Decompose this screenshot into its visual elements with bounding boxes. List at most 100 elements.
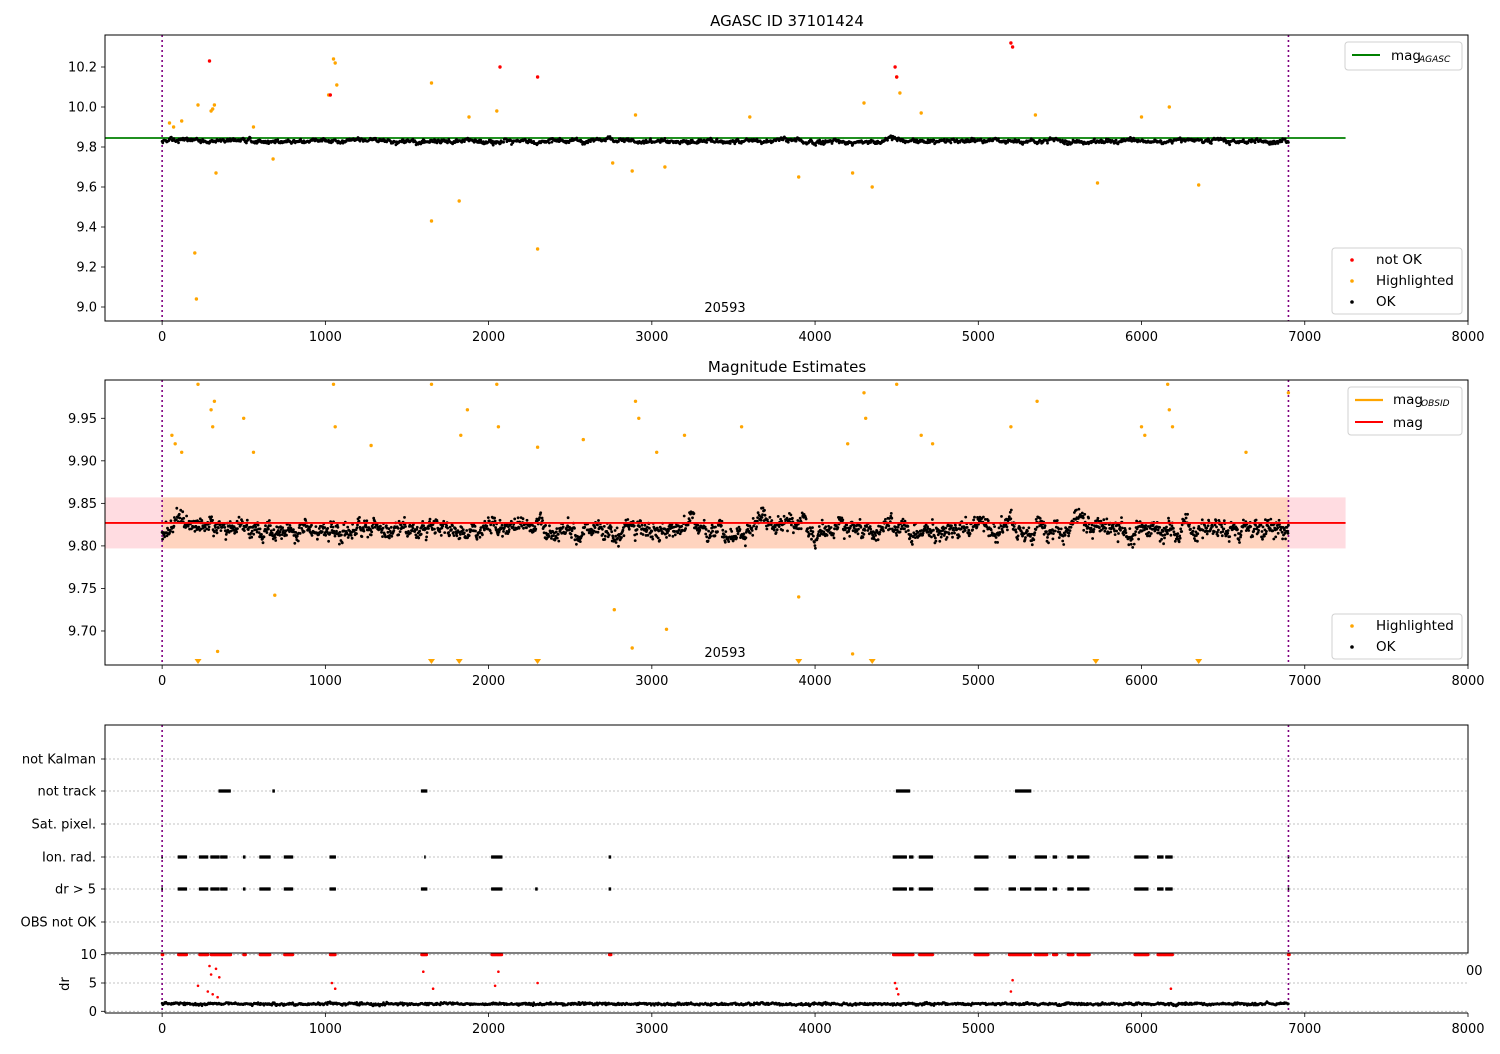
panel-mag-estimates: Magnitude Estimates 9.709.759.809.859.90… bbox=[68, 358, 1485, 689]
ok-point bbox=[341, 542, 344, 545]
ok-point bbox=[459, 533, 462, 536]
ok-point bbox=[555, 527, 558, 530]
ok-point bbox=[647, 534, 650, 537]
ok-point bbox=[1254, 141, 1257, 144]
ok-point bbox=[570, 533, 573, 536]
flag-mark bbox=[931, 855, 933, 858]
clipped-low-marker bbox=[428, 659, 435, 664]
ok-point bbox=[1189, 528, 1192, 531]
ok-point bbox=[805, 518, 808, 521]
ok-point bbox=[463, 532, 466, 535]
ok-point bbox=[403, 516, 406, 519]
ok-point bbox=[562, 526, 565, 529]
ok-point bbox=[1240, 530, 1243, 533]
ok-point bbox=[1057, 527, 1060, 530]
y-tick-label: 9.2 bbox=[76, 261, 97, 276]
flag-mark bbox=[273, 789, 275, 792]
ok-point bbox=[814, 144, 817, 147]
ok-point bbox=[648, 527, 651, 530]
ok-point bbox=[502, 530, 505, 533]
ok-point bbox=[492, 524, 495, 527]
flag-mark bbox=[909, 789, 911, 792]
highlighted-point bbox=[1168, 408, 1171, 411]
ok-point bbox=[298, 526, 301, 529]
ok-point bbox=[462, 528, 465, 531]
ok-point bbox=[251, 530, 254, 533]
flag-mark bbox=[1088, 887, 1090, 890]
ok-point bbox=[327, 540, 330, 543]
ok-point bbox=[425, 539, 428, 542]
ok-point bbox=[361, 535, 364, 538]
ok-point bbox=[644, 524, 647, 527]
flag-mark bbox=[244, 855, 246, 858]
highlighted-point bbox=[1287, 391, 1290, 394]
ok-point bbox=[610, 530, 613, 533]
ok-point bbox=[775, 531, 778, 534]
ok-point bbox=[518, 527, 521, 530]
ok-point bbox=[520, 525, 523, 528]
ok-point bbox=[326, 527, 329, 530]
ok-point bbox=[257, 524, 260, 527]
ok-point bbox=[1172, 527, 1175, 530]
ok-point bbox=[833, 537, 836, 540]
ok-point bbox=[693, 512, 696, 515]
ok-point bbox=[264, 524, 267, 527]
ok-point bbox=[280, 537, 283, 540]
ok-point bbox=[1009, 517, 1012, 520]
ok-point bbox=[573, 527, 576, 530]
ok-point bbox=[1103, 530, 1106, 533]
highlighted-point bbox=[846, 442, 849, 445]
flag-category-label: not track bbox=[37, 785, 96, 800]
ok-point bbox=[1213, 530, 1216, 533]
highlighted-point bbox=[170, 434, 173, 437]
ok-point bbox=[238, 516, 241, 519]
ok-point bbox=[567, 516, 570, 519]
highlighted-point bbox=[536, 247, 539, 250]
ok-point bbox=[583, 526, 586, 529]
ok-point bbox=[622, 529, 625, 532]
ok-point bbox=[1167, 517, 1170, 520]
ok-point bbox=[388, 527, 391, 530]
highlighted-point bbox=[334, 61, 337, 64]
ok-point bbox=[1274, 536, 1277, 539]
ok-point bbox=[182, 517, 185, 520]
ok-point bbox=[214, 526, 217, 529]
ok-point bbox=[479, 536, 482, 539]
legend2-ok-marker bbox=[1350, 645, 1354, 649]
ok-point bbox=[220, 529, 223, 532]
ok-point bbox=[1279, 529, 1282, 532]
ok-point bbox=[787, 141, 790, 144]
ok-point bbox=[704, 526, 707, 529]
ok-point bbox=[534, 528, 537, 531]
ok-point bbox=[614, 529, 617, 532]
highlighted-point bbox=[611, 161, 614, 164]
ok-point bbox=[934, 537, 937, 540]
ok-point bbox=[790, 514, 793, 517]
ok-point bbox=[967, 529, 970, 532]
flag-mark bbox=[334, 855, 336, 858]
flag-mark bbox=[987, 855, 989, 858]
y-tick-label: 9.95 bbox=[68, 412, 97, 427]
highlighted-point bbox=[655, 451, 658, 454]
ok-point bbox=[448, 534, 451, 537]
ok-point bbox=[1166, 532, 1169, 535]
x-tick-label: 5000 bbox=[962, 674, 995, 689]
ok-point bbox=[1054, 530, 1057, 533]
highlighted-point bbox=[895, 383, 898, 386]
ok-point bbox=[365, 519, 368, 522]
flag-mark bbox=[1171, 855, 1173, 858]
flag-mark bbox=[912, 855, 914, 858]
ok-point bbox=[684, 527, 687, 530]
panel-mag-estimates-title: Magnitude Estimates bbox=[708, 358, 866, 376]
clipped-low-marker bbox=[1092, 659, 1099, 664]
ok-point bbox=[841, 519, 844, 522]
ok-point bbox=[884, 518, 887, 521]
ok-point bbox=[866, 529, 869, 532]
not-ok-point bbox=[329, 93, 332, 96]
ok-point bbox=[698, 529, 701, 532]
ok-point bbox=[907, 525, 910, 528]
ok-point bbox=[1196, 532, 1199, 535]
ok-point bbox=[555, 531, 558, 534]
